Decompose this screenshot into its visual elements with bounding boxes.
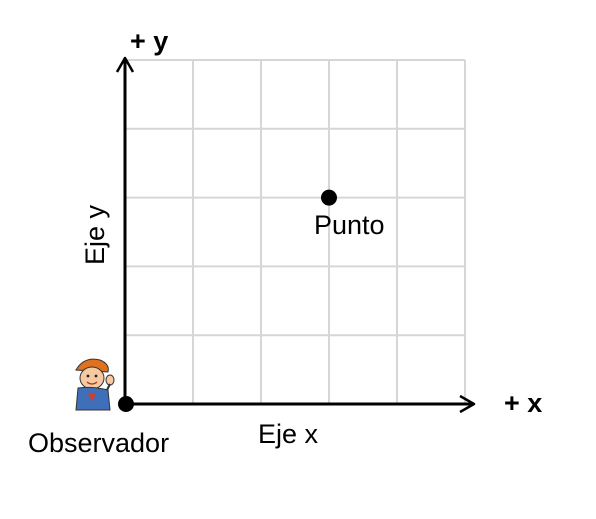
cartoon-boy-icon bbox=[75, 358, 115, 411]
y-axis bbox=[115, 56, 135, 404]
grid-lines bbox=[125, 59, 466, 404]
point-label: Punto bbox=[314, 210, 385, 240]
x-axis-arrow-icon bbox=[459, 394, 476, 414]
origin-dot bbox=[118, 396, 134, 412]
x-axis-name-label: Eje x bbox=[258, 419, 319, 449]
y-axis-name-label: Eje y bbox=[80, 204, 110, 265]
positive-y-label: + y bbox=[130, 26, 168, 56]
x-axis bbox=[125, 394, 476, 414]
observer-figure bbox=[75, 358, 115, 411]
positive-x-label: + x bbox=[504, 388, 542, 418]
point-marker bbox=[321, 189, 337, 206]
observer-label: Observador bbox=[28, 428, 169, 458]
y-axis-arrow-icon bbox=[115, 56, 135, 73]
